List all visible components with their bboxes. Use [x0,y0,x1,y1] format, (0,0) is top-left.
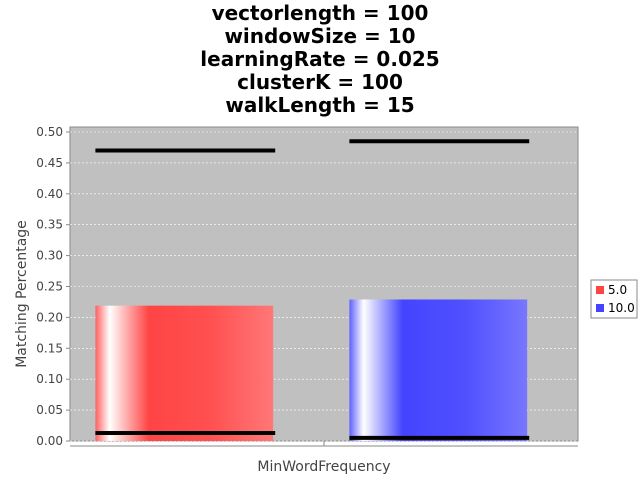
y-tick-label: 0.20 [36,310,63,324]
y-tick-label: 0.45 [36,156,63,170]
bar-10-0 [349,299,528,441]
y-tick-label: 0.35 [36,218,63,232]
y-tick-label: 0.15 [36,341,63,355]
y-axis: 0.00 0.05 0.10 0.15 0.20 0.25 0.30 0.35 0.40 0.45… [36,125,70,448]
y-tick-label: 0.50 [36,125,63,139]
y-axis-label: Matching Percentage [14,220,30,368]
title-line-1: vectorlength = 100 [212,1,429,25]
legend-label-5-0: 5.0 [608,283,627,297]
legend-swatch-5-0 [596,286,604,294]
title-line-2: windowSize = 10 [224,24,415,48]
y-tick-label: 0.05 [36,403,63,417]
y-tick-label: 0.40 [36,187,63,201]
y-tick-label: 0.25 [36,280,63,294]
legend-label-10-0: 10.0 [608,301,635,315]
legend-swatch-10-0 [596,304,604,312]
bar-5-0 [95,305,274,441]
chart-title: vectorlength = 100 windowSize = 10 learn… [200,1,439,117]
y-tick-label: 0.30 [36,249,63,263]
range-markers [95,139,530,440]
bars [95,299,528,441]
title-line-3: learningRate = 0.025 [200,47,439,71]
legend: 5.0 10.0 [590,279,638,319]
y-tick-label: 0.00 [36,434,63,448]
x-axis-label: MinWordFrequency [257,459,390,475]
title-line-4: clusterK = 100 [237,70,403,94]
title-line-5: walkLength = 15 [225,93,414,117]
y-tick-label: 0.10 [36,372,63,386]
